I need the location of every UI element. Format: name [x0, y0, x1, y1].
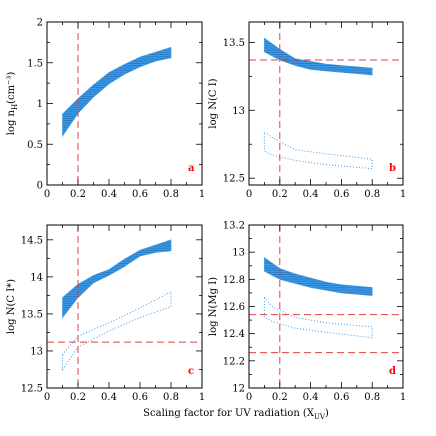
dotted-region-d — [263, 295, 373, 339]
panel-letter-d: d — [389, 366, 396, 377]
panel-d: 0 0.2 0.4 0.6 0.8 1 12 12.2 12.4 12.6 12.8 13 13.2 lo… — [208, 221, 406, 404]
y-tick-label-d: 12.4 — [223, 329, 245, 340]
x-tick-label-a: 1 — [199, 189, 205, 200]
y-tick-label-a: 0.5 — [27, 140, 43, 151]
dotted-region-c — [62, 290, 172, 372]
y-tick-label-a: 1 — [37, 99, 43, 110]
y-axis-label-d: log N(Mg I) — [208, 277, 219, 336]
x-tick-label-a: 0.6 — [132, 189, 148, 200]
y-axis-label-subscript: H — [11, 104, 19, 110]
y-axis-label-a: log nH(cm⁻³) — [6, 72, 19, 136]
y-tick-label-c: 14.5 — [21, 235, 43, 246]
panel-b: 0 0.2 0.4 0.6 0.8 1 12.5 13 13.5 log N(C I) b — [208, 21, 406, 200]
x-axis-label: Scaling factor for UV radiation (XUV) — [143, 408, 329, 421]
y-axis-label-c: log N(C I*) — [6, 279, 17, 334]
x-tick-label-b: 1 — [400, 189, 406, 200]
x-tick-label-b: 0.6 — [333, 189, 349, 200]
panels: 0 0.2 0.4 0.6 0.8 1 0 0.5 1 1.5 2 log nH(cm⁻³) a 0 0.2… — [6, 18, 406, 404]
y-tick-label-c: 13 — [30, 346, 43, 357]
panel-letter-c: c — [188, 366, 194, 377]
y-tick-label-a: 2 — [37, 18, 43, 29]
x-axis-label-main: Scaling factor for UV radiation (X — [143, 408, 315, 419]
filled-band-d — [264, 257, 373, 296]
y-axis-label-main: log N(Mg I) — [208, 277, 219, 336]
filled-band-c — [62, 239, 172, 319]
filled-band-b — [264, 37, 373, 76]
y-tick-label-b: 12.5 — [223, 174, 245, 185]
y-tick-label-d: 13.2 — [223, 221, 245, 232]
panel-c: 0 0.2 0.4 0.6 0.8 1 12.5 13 13.5 14 14.5 log N(C I*… — [6, 224, 205, 403]
x-tick-label-d: 0.6 — [333, 392, 349, 403]
y-tick-label-c: 14 — [30, 272, 43, 283]
y-tick-label-d: 13 — [232, 248, 245, 259]
dotted-region-b — [263, 131, 373, 170]
x-tick-label-b: 0.8 — [364, 189, 380, 200]
y-tick-label-c: 13.5 — [21, 309, 43, 320]
y-tick-label-b: 13 — [232, 106, 245, 117]
y-tick-label-a: 0 — [37, 181, 43, 192]
x-tick-label-c: 0.6 — [132, 392, 148, 403]
panel-letter-b: b — [389, 163, 396, 174]
y-axis-label-main: log n — [6, 109, 17, 135]
x-tick-label-b: 0.2 — [272, 189, 288, 200]
x-tick-label-d: 1 — [400, 392, 406, 403]
x-tick-label-c: 0 — [44, 392, 50, 403]
x-tick-label-c: 0.4 — [101, 392, 117, 403]
x-tick-label-b: 0.4 — [303, 189, 319, 200]
filled-band-a — [62, 46, 172, 138]
y-axis-label-main: log N(C I*) — [6, 279, 17, 334]
y-tick-label-d: 12.6 — [223, 302, 245, 313]
y-tick-label-a: 1.5 — [27, 58, 43, 69]
y-tick-label-d: 12.8 — [223, 275, 245, 286]
x-tick-label-d: 0.2 — [272, 392, 288, 403]
y-tick-label-c: 12.5 — [21, 384, 43, 395]
y-axis-label-main: log N(C I) — [208, 78, 219, 128]
y-tick-label-d: 12 — [232, 384, 245, 395]
panel-a: 0 0.2 0.4 0.6 0.8 1 0 0.5 1 1.5 2 log nH(cm⁻³) a — [6, 18, 205, 201]
x-tick-label-a: 0.4 — [101, 189, 117, 200]
y-tick-label-b: 13.5 — [223, 38, 245, 49]
x-tick-label-a: 0.2 — [70, 189, 86, 200]
x-tick-label-d: 0.4 — [303, 392, 319, 403]
y-axis-label-rest: (cm⁻³) — [6, 72, 17, 104]
x-axis-label-subscript: UV — [314, 413, 326, 421]
x-tick-label-c: 0.8 — [163, 392, 179, 403]
panel-letter-a: a — [188, 163, 195, 174]
x-tick-label-a: 0.8 — [163, 189, 179, 200]
x-tick-label-d: 0 — [246, 392, 252, 403]
x-tick-label-a: 0 — [44, 189, 50, 200]
x-tick-label-b: 0 — [246, 189, 252, 200]
plot-frame-a — [46, 21, 203, 186]
x-tick-label-c: 1 — [199, 392, 205, 403]
y-axis-label-b: log N(C I) — [208, 78, 219, 128]
x-axis-label-close: ) — [325, 408, 329, 419]
x-tick-label-c: 0.2 — [70, 392, 86, 403]
y-tick-label-d: 12.2 — [223, 356, 245, 367]
x-tick-label-d: 0.8 — [364, 392, 380, 403]
